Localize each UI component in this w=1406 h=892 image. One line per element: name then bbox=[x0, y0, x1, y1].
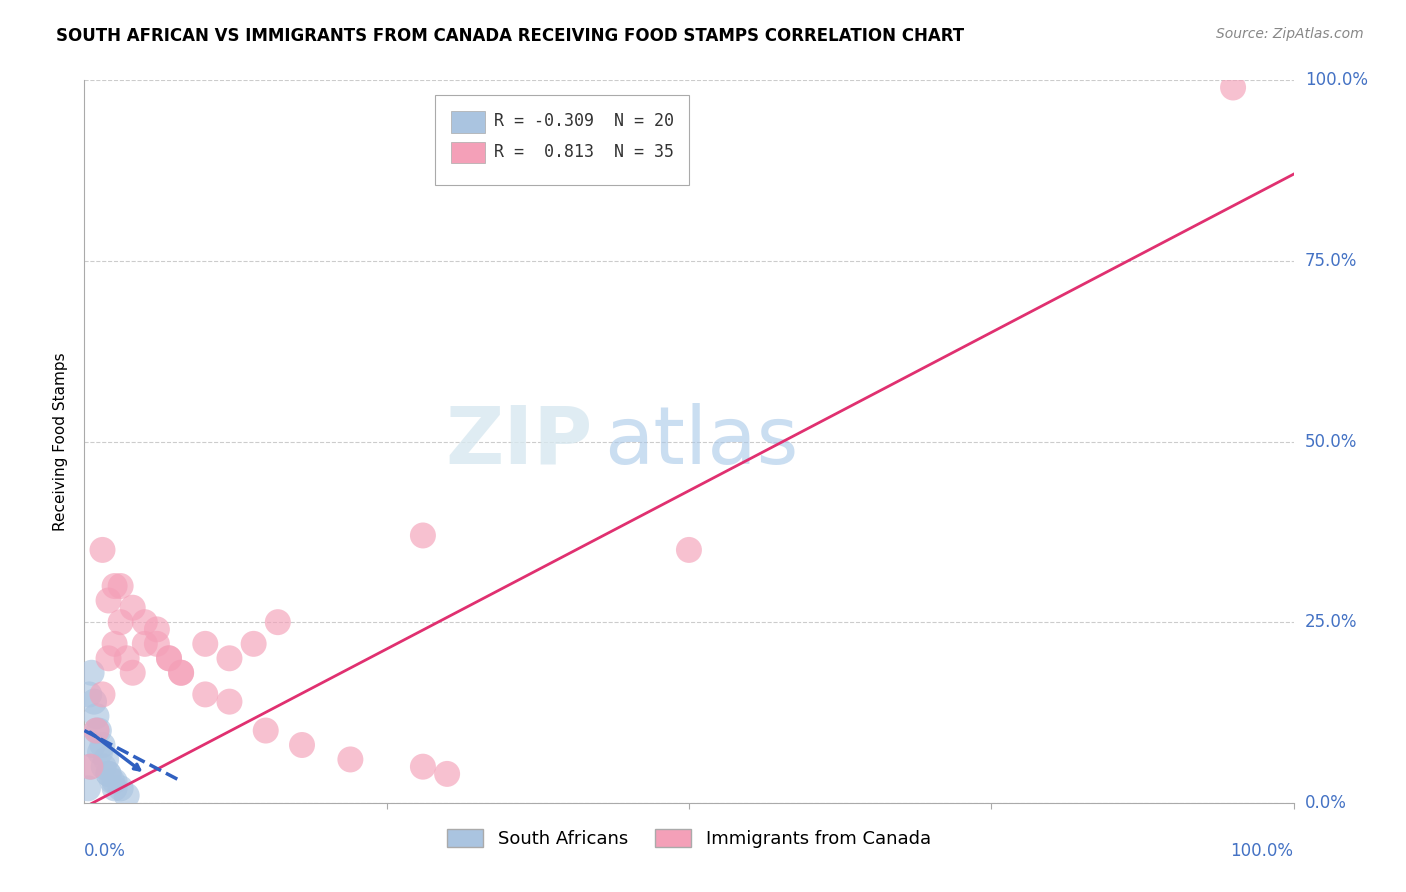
Point bbox=[82, 738, 104, 752]
Text: 50.0%: 50.0% bbox=[1305, 433, 1357, 450]
Text: R = -0.309  N = 20: R = -0.309 N = 20 bbox=[495, 112, 675, 130]
Point bbox=[83, 695, 105, 709]
Point bbox=[134, 637, 156, 651]
Text: 25.0%: 25.0% bbox=[1305, 613, 1357, 632]
Text: Source: ZipAtlas.com: Source: ZipAtlas.com bbox=[1216, 27, 1364, 41]
Point bbox=[170, 665, 193, 680]
Point bbox=[134, 615, 156, 630]
Point bbox=[412, 528, 434, 542]
Point bbox=[194, 687, 217, 701]
Point bbox=[254, 723, 277, 738]
Legend: South Africans, Immigrants from Canada: South Africans, Immigrants from Canada bbox=[440, 822, 938, 855]
Point bbox=[77, 781, 100, 796]
Point bbox=[110, 579, 132, 593]
Text: 75.0%: 75.0% bbox=[1305, 252, 1357, 270]
Point bbox=[170, 665, 193, 680]
Point bbox=[86, 723, 108, 738]
Point bbox=[91, 738, 114, 752]
Point bbox=[79, 760, 101, 774]
Point bbox=[104, 781, 127, 796]
Point bbox=[1222, 80, 1244, 95]
Point bbox=[242, 637, 264, 651]
Point bbox=[91, 542, 114, 557]
Point bbox=[97, 593, 120, 607]
FancyBboxPatch shape bbox=[434, 95, 689, 185]
Point bbox=[146, 623, 169, 637]
Point bbox=[104, 774, 127, 789]
Point bbox=[218, 695, 240, 709]
Point bbox=[86, 723, 108, 738]
Text: 100.0%: 100.0% bbox=[1305, 71, 1368, 89]
Point bbox=[194, 637, 217, 651]
Point bbox=[97, 651, 120, 665]
Point bbox=[97, 767, 120, 781]
Point bbox=[110, 781, 132, 796]
Point bbox=[97, 767, 120, 781]
Point bbox=[115, 789, 138, 803]
Point bbox=[412, 760, 434, 774]
Point bbox=[146, 637, 169, 651]
FancyBboxPatch shape bbox=[451, 112, 485, 133]
Point bbox=[104, 637, 127, 651]
Point bbox=[91, 687, 114, 701]
Point bbox=[101, 774, 124, 789]
Point bbox=[94, 752, 117, 766]
Point bbox=[121, 665, 143, 680]
Point bbox=[121, 600, 143, 615]
Point bbox=[218, 651, 240, 665]
Point bbox=[87, 723, 110, 738]
Text: atlas: atlas bbox=[605, 402, 799, 481]
Point bbox=[291, 738, 314, 752]
Text: 100.0%: 100.0% bbox=[1230, 842, 1294, 860]
Point bbox=[80, 665, 103, 680]
Text: R =  0.813  N = 35: R = 0.813 N = 35 bbox=[495, 143, 675, 161]
Point bbox=[77, 687, 100, 701]
Point bbox=[267, 615, 290, 630]
Text: 0.0%: 0.0% bbox=[84, 842, 127, 860]
FancyBboxPatch shape bbox=[451, 142, 485, 163]
Point bbox=[89, 745, 111, 759]
Point bbox=[678, 542, 700, 557]
Text: SOUTH AFRICAN VS IMMIGRANTS FROM CANADA RECEIVING FOOD STAMPS CORRELATION CHART: SOUTH AFRICAN VS IMMIGRANTS FROM CANADA … bbox=[56, 27, 965, 45]
Point bbox=[110, 615, 132, 630]
Point bbox=[86, 709, 108, 723]
Point bbox=[93, 760, 115, 774]
Point bbox=[157, 651, 180, 665]
Point bbox=[115, 651, 138, 665]
Point bbox=[79, 760, 101, 774]
Point bbox=[339, 752, 361, 766]
Y-axis label: Receiving Food Stamps: Receiving Food Stamps bbox=[52, 352, 67, 531]
Point bbox=[436, 767, 458, 781]
Text: ZIP: ZIP bbox=[444, 402, 592, 481]
Text: 0.0%: 0.0% bbox=[1305, 794, 1347, 812]
Point bbox=[104, 579, 127, 593]
Point bbox=[157, 651, 180, 665]
